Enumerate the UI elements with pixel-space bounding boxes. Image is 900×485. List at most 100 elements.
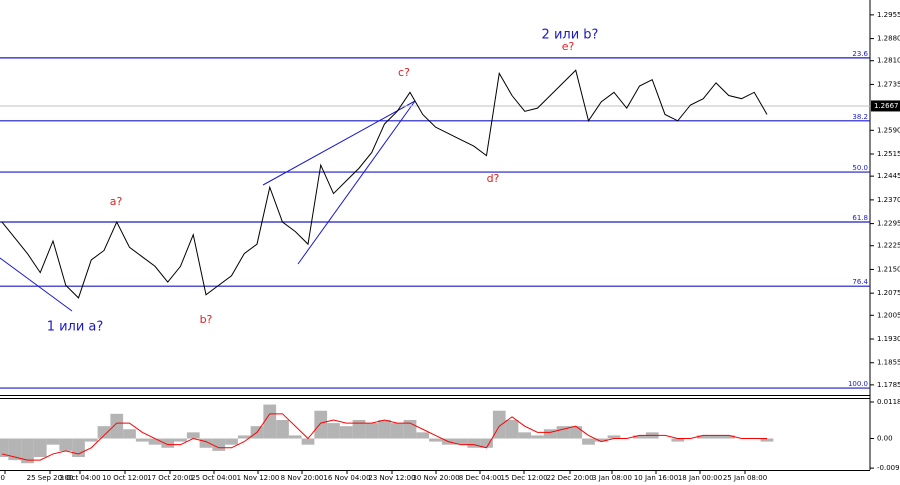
histogram-bar	[416, 432, 430, 439]
x-tick-label: 10 Oct 12:00	[102, 474, 148, 482]
y-tick-label: 1.2810	[877, 57, 900, 65]
histogram-bar	[0, 438, 9, 458]
price-line	[1, 69, 768, 299]
histogram-bar	[454, 438, 468, 445]
histogram-bar	[378, 419, 391, 439]
x-tick-label: 25 Oct 04:00	[191, 474, 237, 482]
histogram-bar	[174, 438, 187, 442]
histogram-bar	[110, 413, 124, 439]
histogram-bar	[671, 438, 685, 442]
y-tick-label: 1.2225	[877, 242, 900, 250]
x-tick-label: 8 Dec 04:00	[459, 474, 502, 482]
histogram-bar	[263, 404, 277, 439]
histogram-bar	[148, 438, 162, 445]
histogram-bar	[760, 438, 774, 442]
wave-label: e?	[562, 40, 575, 53]
x-tick-label: 2:00	[0, 474, 5, 482]
x-tick-label: 15 Dec 12:00	[500, 474, 547, 482]
y-tick-label: 1.1785	[877, 381, 900, 389]
histogram-bar	[327, 423, 340, 439]
histogram-bar	[59, 438, 73, 451]
histogram-bar	[429, 438, 442, 442]
x-tick-label: 25 Jan 08:00	[723, 474, 767, 482]
x-tick-label: 18 Jan 00:00	[678, 474, 722, 482]
histogram-bar	[390, 423, 404, 439]
x-tick-label: 17 Oct 20:00	[147, 474, 193, 482]
y-tick-label: 0.01183	[877, 398, 900, 406]
x-tick-label: 3 Jan 08:00	[592, 474, 632, 482]
x-tick-label: 30 Nov 20:00	[412, 474, 459, 482]
x-tick-label: 16 Nov 04:00	[323, 474, 370, 482]
wave-label: a?	[110, 195, 123, 208]
histogram-bar	[21, 438, 34, 464]
y-tick-label: 1.2005	[877, 311, 900, 319]
current-price-label: 1.2667	[874, 102, 899, 110]
histogram-bar	[225, 438, 238, 445]
histogram-bar	[467, 438, 481, 448]
y-tick-label: 1.2955	[877, 11, 900, 19]
histogram-bar	[186, 432, 200, 439]
histogram-bar	[301, 438, 315, 445]
histogram-bar	[365, 423, 379, 439]
wave-label: b?	[200, 313, 213, 326]
histogram-bar	[543, 429, 557, 439]
level-label: 38.2	[852, 113, 868, 121]
x-tick-label: 22 Dec 20:00	[546, 474, 593, 482]
x-tick-label: 1 Nov 12:00	[237, 474, 280, 482]
x-tick-label: 3 Oct 04:00	[59, 474, 100, 482]
histogram-bar	[33, 438, 47, 458]
histogram-bar	[199, 438, 213, 448]
histogram-bar	[314, 410, 328, 439]
wave-label: c?	[398, 66, 410, 79]
histogram-bar	[569, 426, 583, 439]
y-tick-label: 1.2515	[877, 150, 900, 158]
y-tick-label: 1.2150	[877, 265, 900, 273]
wave-label: d?	[487, 172, 500, 185]
level-label: 50.0	[852, 164, 868, 172]
histogram-bar	[582, 438, 595, 445]
histogram-bar	[633, 435, 646, 439]
y-tick-label: 1.1855	[877, 359, 900, 367]
histogram-bar	[480, 438, 493, 448]
y-tick-label: 1.2370	[877, 196, 900, 204]
histogram-bar	[339, 426, 353, 439]
signal-line	[1, 413, 767, 461]
level-label: 76.4	[852, 278, 868, 286]
x-tick-label: 10 Jan 16:00	[634, 474, 678, 482]
histogram-bar	[352, 419, 366, 439]
wave-label: 1 или a?	[47, 320, 104, 335]
histogram-bar	[237, 435, 251, 439]
trend-line	[0, 257, 73, 312]
y-tick-label: -0.00959	[877, 464, 900, 472]
histogram-bar	[84, 438, 98, 442]
histogram-bar	[276, 419, 289, 439]
histogram-bar	[722, 435, 736, 439]
histogram-bar	[46, 438, 60, 445]
histogram-bar	[531, 435, 544, 439]
histogram-bar	[556, 426, 570, 439]
level-label: 61.8	[852, 214, 868, 222]
histogram-bar	[212, 438, 226, 451]
y-tick-label: 1.2735	[877, 80, 900, 88]
histogram-bar	[607, 435, 621, 439]
histogram-bar	[288, 435, 302, 439]
histogram-bar	[594, 438, 608, 442]
histogram-bar	[97, 426, 111, 439]
histogram-bar	[123, 429, 136, 439]
x-tick-label: 23 Nov 12:00	[368, 474, 415, 482]
histogram-bar	[161, 438, 175, 448]
current-price-box	[871, 100, 900, 112]
y-tick-label: 1.2075	[877, 289, 900, 297]
wave-label: 2 или b?	[542, 28, 599, 43]
y-tick-label: 1.2295	[877, 220, 900, 228]
channel-line	[297, 100, 416, 265]
y-tick-label: 1.2445	[877, 172, 900, 180]
level-label: 23.6	[852, 50, 868, 58]
histogram-bar	[505, 419, 519, 439]
histogram-bar	[696, 435, 710, 439]
histogram-bar	[518, 432, 532, 439]
histogram-bar	[709, 435, 723, 439]
y-tick-label: 1.1930	[877, 335, 900, 343]
level-label: 100.0	[848, 380, 868, 388]
